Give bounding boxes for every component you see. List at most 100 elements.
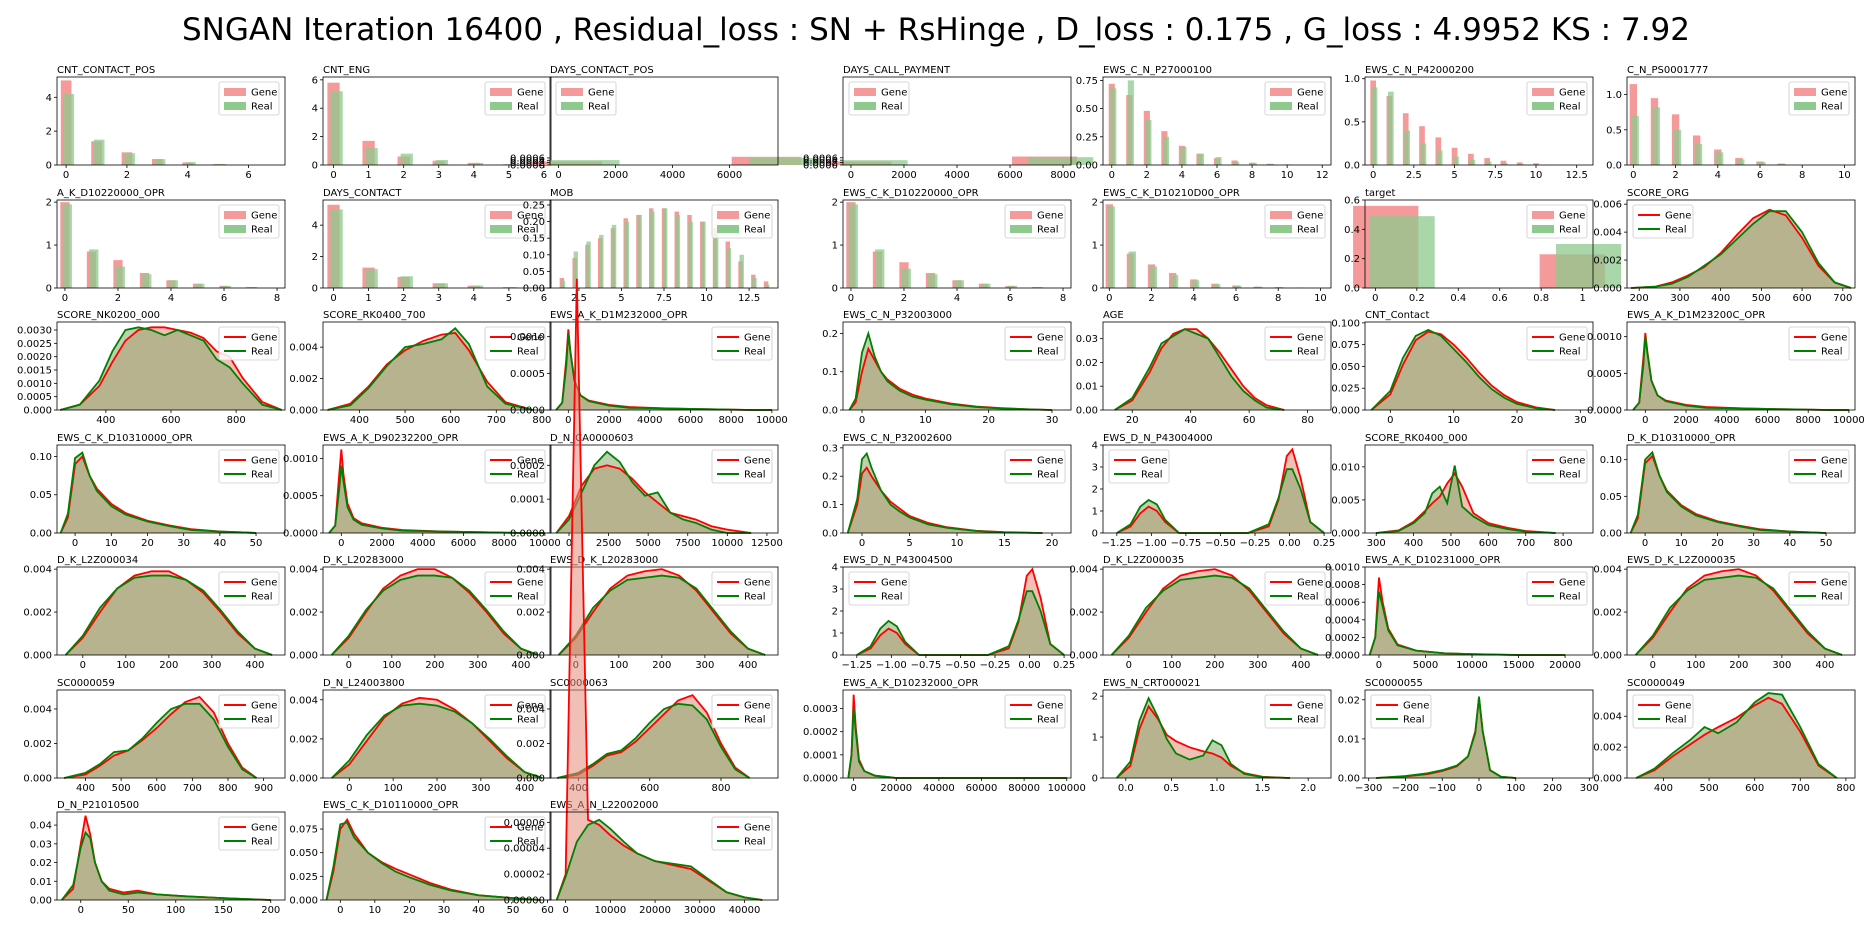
x-tick-label: 8000	[491, 538, 516, 549]
x-tick-label: 1	[365, 293, 371, 304]
gene-line	[1634, 568, 1843, 656]
y-tick-label: 0.00	[1600, 529, 1622, 540]
subplot: SCORE_NK0200_000 400 600 800 0.000 0.0005 0.00…	[17, 310, 286, 426]
x-tick-label: 8	[1275, 293, 1281, 304]
y-tick-label: 0.04	[30, 821, 52, 832]
legend-label: Gene	[588, 88, 614, 99]
x-tick-label: 20000	[880, 783, 912, 794]
x-tick-label: 500	[1752, 293, 1771, 304]
legend-label: Gene	[1297, 211, 1323, 222]
axes-frame	[1626, 199, 1856, 289]
gene-line	[63, 695, 258, 779]
x-tick-label: 50	[1820, 538, 1833, 549]
x-tick-label: 0	[80, 660, 86, 671]
gene-line	[1376, 471, 1556, 534]
legend-label: Gene	[517, 456, 543, 467]
x-tick-label: 7500	[675, 538, 700, 549]
x-tick-label: 0.6	[1492, 293, 1508, 304]
x-tick-label: 4000	[944, 170, 969, 181]
subplot-title: SC0000059	[57, 678, 115, 689]
x-tick-label: 4	[1191, 293, 1197, 304]
x-tick-label: 500	[112, 783, 131, 794]
axes-frame	[322, 321, 552, 411]
real-bar	[1250, 162, 1257, 165]
x-tick-label: 6	[541, 170, 547, 181]
x-tick-label: 700	[1791, 783, 1810, 794]
y-tick-label: 1.0	[1344, 74, 1360, 85]
x-tick-label: 20	[1046, 538, 1059, 549]
real-line	[555, 450, 752, 534]
y-tick-label: 0.002	[1593, 743, 1622, 754]
y-tick-label: 0.0010	[283, 454, 318, 465]
y-tick-label: 0.0000	[510, 161, 545, 172]
legend-swatch	[1532, 102, 1554, 110]
y-tick-label: 0.050	[1331, 362, 1360, 373]
x-tick-label: 10	[105, 538, 118, 549]
axes-frame	[1364, 199, 1594, 289]
y-tick-label: 0.010	[1331, 462, 1360, 473]
y-tick-label: 1	[832, 629, 838, 640]
real-line	[1631, 210, 1852, 289]
y-tick-label: 0.004	[1593, 228, 1622, 239]
real-bar	[586, 241, 591, 288]
real-area	[1376, 465, 1556, 533]
y-tick-label: 2	[46, 198, 52, 209]
x-tick-label: 6000	[717, 170, 742, 181]
x-tick-label: 30	[177, 538, 190, 549]
subplot: EWS_C_K_D10310000_OPR 0 10 20 30 40 50 0.00 0.05…	[30, 433, 286, 549]
real-line	[1632, 336, 1849, 411]
legend-label: Gene	[1559, 456, 1585, 467]
legend-label: Gene	[744, 456, 770, 467]
x-tick-label: 600	[1745, 783, 1764, 794]
real-bar	[1502, 163, 1508, 165]
x-tick-label: 0	[565, 415, 571, 426]
x-tick-label: 200	[1543, 783, 1562, 794]
y-tick-label: 2	[1092, 198, 1098, 209]
axes-frame	[1626, 689, 1856, 779]
real-bar	[701, 221, 706, 288]
y-tick-label: 0.05	[523, 267, 545, 278]
legend-label: Real	[744, 837, 766, 848]
legend-label: Gene	[1821, 88, 1847, 99]
real-bar	[1007, 285, 1017, 288]
subplot: EWS_A_K_D10232000_OPR 0 20000 40000 60000 800…	[803, 678, 1086, 794]
x-tick-label: 10000	[1833, 415, 1865, 426]
legend-label: Real	[1665, 715, 1687, 726]
x-tick-label: 200	[159, 660, 178, 671]
legend-label: Real	[1559, 470, 1581, 481]
y-tick-label: 0.0006	[1325, 598, 1360, 609]
y-tick-label: 0.0002	[510, 158, 545, 169]
x-tick-label: 0	[848, 293, 854, 304]
x-tick-label: 0	[346, 660, 352, 671]
real-line	[1368, 591, 1566, 656]
real-bar	[848, 204, 858, 288]
subplot: D_N_CA0000603 0 2500 5000 7500 10000 12500 0.00…	[510, 433, 783, 549]
legend-label: Gene	[881, 578, 907, 589]
y-tick-label: 0.25	[523, 200, 545, 211]
legend-label: Gene	[744, 211, 770, 222]
real-bar	[1127, 80, 1134, 165]
subplot-title: EWS_D_K_L2Z000035	[1627, 555, 1736, 566]
real-bar	[842, 160, 908, 165]
legend-label: Gene	[251, 701, 277, 712]
y-tick-label: 0.004	[516, 565, 545, 576]
x-tick-label: 10	[700, 293, 713, 304]
subplot: D_K_L2Z000035 0 100 200 300 400 0.000 0.002 0.00…	[1069, 555, 1332, 671]
real-bar	[470, 162, 484, 165]
x-tick-label: 100	[1506, 783, 1525, 794]
x-tick-label: 6	[1007, 293, 1013, 304]
x-tick-label: 300	[1670, 293, 1689, 304]
real-bar	[1420, 143, 1427, 165]
subplot-title: EWS_C_K_D10310000_OPR	[57, 433, 193, 444]
y-tick-label: 0.050	[289, 848, 318, 859]
real-area	[331, 575, 539, 655]
x-tick-label: 40	[1783, 538, 1796, 549]
x-tick-label: 0	[566, 538, 572, 549]
x-tick-label: 40	[1184, 415, 1197, 426]
x-tick-label: 20000	[1549, 660, 1581, 671]
y-tick-label: 0	[1092, 774, 1098, 785]
y-tick-label: 0.002	[516, 739, 545, 750]
real-bar	[185, 162, 196, 165]
y-tick-label: 0.00	[1076, 161, 1098, 172]
